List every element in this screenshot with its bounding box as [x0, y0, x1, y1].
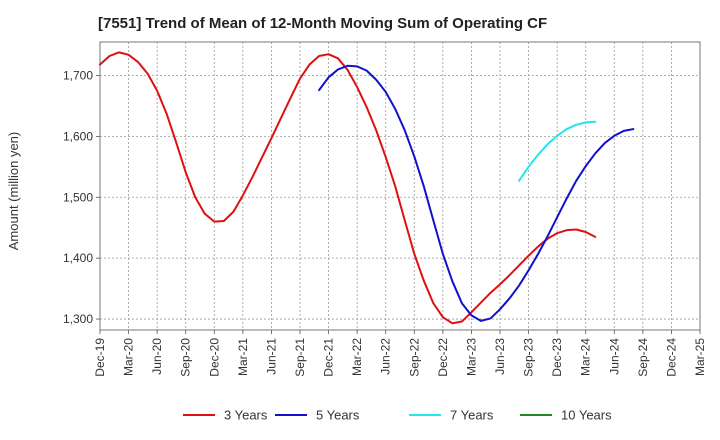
- x-tick-label: Mar-21: [236, 338, 250, 376]
- series-lines: [99, 51, 635, 325]
- x-tick-label: Sep-21: [293, 338, 307, 377]
- x-tick-label: Sep-23: [522, 338, 536, 377]
- x-axis: Dec-19 Mar-20 Jun-20 Sep-20 Dec-20 Mar-21 Jun-…: [93, 330, 707, 377]
- x-tick-label: Mar-23: [464, 338, 478, 376]
- legend-label-3-years: 3 Years: [224, 408, 268, 423]
- x-tick-label: Sep-20: [179, 338, 193, 377]
- legend-label-7-years: 7 Years: [450, 408, 494, 423]
- x-tick-label: Dec-22: [436, 338, 450, 377]
- x-tick-label: Jun-20: [150, 338, 164, 375]
- x-tick-label: Jun-23: [493, 338, 507, 375]
- x-tick-label: Dec-24: [664, 338, 678, 377]
- x-tick-label: Sep-24: [636, 338, 650, 377]
- x-tick-label: Mar-24: [579, 338, 593, 376]
- legend-label-5-years: 5 Years: [316, 408, 360, 423]
- x-tick-label: Dec-21: [322, 338, 336, 377]
- series-line-7-years: [518, 120, 597, 182]
- chart-title: [7551] Trend of Mean of 12-Month Moving …: [98, 15, 547, 32]
- series-line-5-years: [318, 64, 635, 322]
- x-tick-label: Dec-23: [550, 338, 564, 377]
- series-line-3-years: [99, 51, 597, 325]
- x-tick-label: Jun-24: [607, 338, 621, 375]
- x-tick-label: Sep-22: [407, 338, 421, 377]
- y-tick-label: 1,400: [63, 251, 93, 265]
- y-axis: 1,300 1,400 1,500 1,600 1,700: [63, 68, 100, 326]
- x-tick-label: Dec-19: [93, 338, 107, 377]
- plot-area: [99, 41, 701, 331]
- x-tick-label: Jun-22: [379, 338, 393, 375]
- y-tick-label: 1,300: [63, 312, 93, 326]
- x-tick-label: Mar-20: [122, 338, 136, 376]
- legend-label-10-years: 10 Years: [561, 408, 612, 423]
- y-tick-label: 1,700: [63, 68, 93, 82]
- x-tick-label: Mar-22: [350, 338, 364, 376]
- x-tick-label: Jun-21: [264, 338, 278, 375]
- y-tick-label: 1,600: [63, 129, 93, 143]
- x-tick-label: Dec-20: [207, 338, 221, 377]
- x-tick-label: Mar-25: [693, 338, 707, 376]
- gridlines: [100, 42, 700, 330]
- y-tick-label: 1,500: [63, 190, 93, 204]
- y-axis-label: Amount (million yen): [6, 132, 21, 251]
- legend: 3 Years 5 Years 7 Years 10 Years: [183, 408, 612, 423]
